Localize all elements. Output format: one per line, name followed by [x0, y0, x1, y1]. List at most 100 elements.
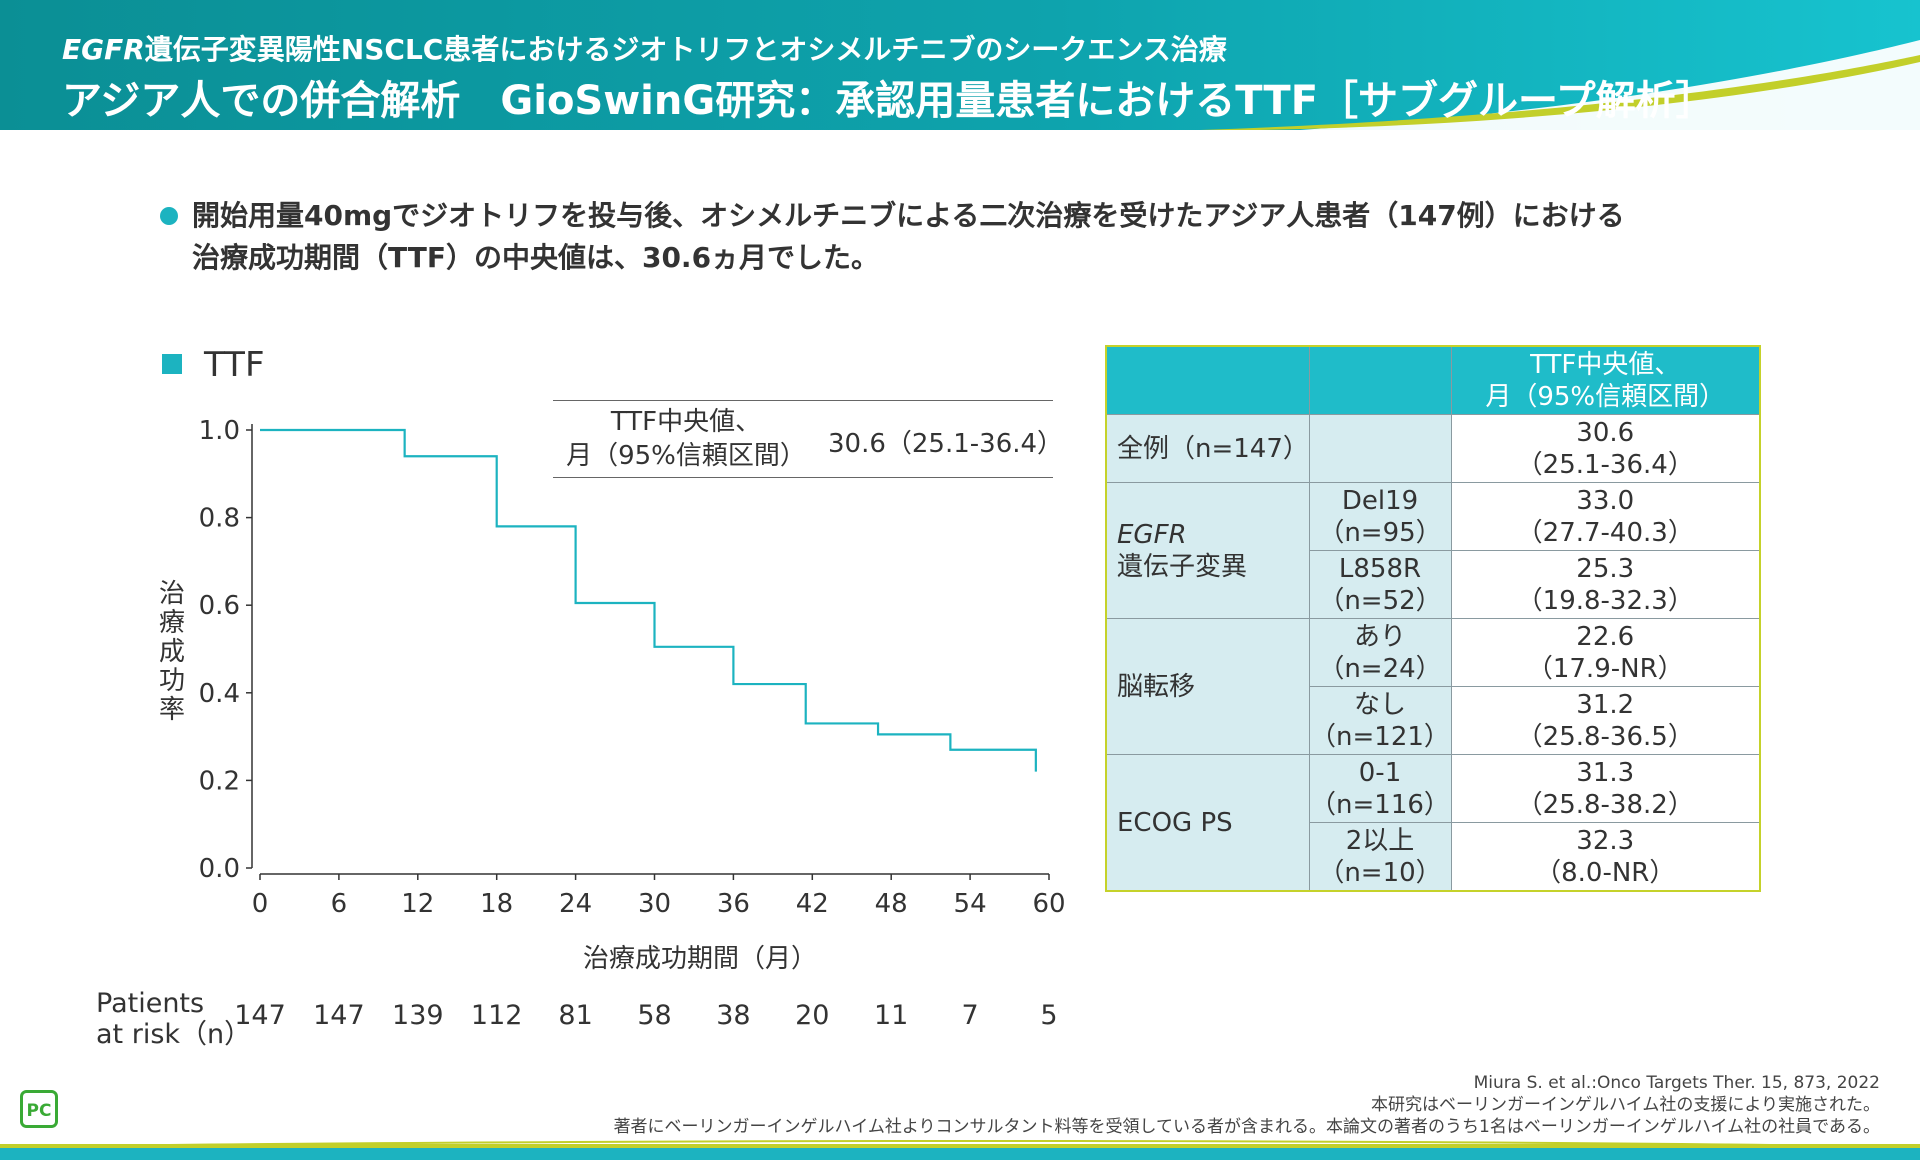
egfr-label-rest: 遺伝子変異 [1117, 551, 1248, 582]
pc-logo-icon: PC [20, 1090, 58, 1128]
x-axis-label: 治療成功期間（月） [582, 944, 817, 974]
sub-label: L858R [1338, 553, 1422, 584]
risk-count: 147 [313, 1000, 365, 1031]
header-background [0, 0, 1920, 130]
bullet-dot-icon [160, 207, 178, 225]
risk-label-line-1: Patients [96, 988, 205, 1019]
table-cell-value: 32.3 （8.0-NR） [1450, 822, 1761, 892]
y-tick-label: 0.4 [199, 679, 240, 709]
ci-value: （8.0-NR） [1535, 857, 1676, 888]
table-row: 2以上 （n=10） 32.3 （8.0-NR） [1106, 822, 1761, 892]
inset-label-line-2: 月（95%信頼区間） [566, 441, 806, 471]
table-cell-value: 25.3 （19.8-32.3） [1450, 550, 1761, 619]
header-banner: EGFR遺伝子変異陽性NSCLC患者におけるジオトリフとオシメルチニブのシークエ… [0, 0, 1920, 130]
references: Miura S. et al.:Onco Targets Ther. 15, 8… [614, 1072, 1880, 1138]
median-value: 32.3 [1576, 825, 1635, 856]
x-tick-label: 12 [401, 889, 434, 919]
x-tick-label: 24 [559, 889, 592, 919]
table-row: なし （n=121） 31.2 （25.8-36.5） [1106, 686, 1761, 755]
ci-value: （25.8-36.5） [1516, 721, 1694, 752]
x-tick-label: 18 [480, 889, 513, 919]
risk-count: 112 [470, 1000, 523, 1031]
table-cell-value: 31.2 （25.8-36.5） [1450, 686, 1761, 755]
sub-n: （n=10） [1318, 857, 1442, 888]
km-survival-curve [260, 428, 1037, 772]
row-label-egfr: EGFR 遺伝子変異 [1105, 482, 1310, 619]
table-header-line-1: TTF中央値、 [1530, 349, 1681, 380]
table-cell-sub: L858R （n=52） [1308, 550, 1452, 619]
legend-label: TTF [204, 345, 265, 385]
sub-n: （n=95） [1318, 517, 1442, 548]
page-title: アジア人での併合解析 GioSwinG研究：承認用量患者におけるTTF［サブグル… [62, 78, 1716, 124]
x-tick-label: 0 [252, 889, 269, 919]
risk-count: 147 [234, 1000, 286, 1031]
inset-label-line-1: TTF中央値、 [610, 407, 762, 437]
table-cell-value: 33.0 （27.7-40.3） [1450, 482, 1761, 551]
sub-n: （n=121） [1310, 721, 1450, 752]
table-cell-sub: あり （n=24） [1308, 618, 1452, 687]
sub-n: （n=52） [1318, 585, 1442, 616]
table-header-cell [1105, 345, 1310, 415]
table-header-line-2: 月（95%信頼区間） [1485, 381, 1726, 412]
median-value: 22.6 [1576, 621, 1635, 652]
ci-value: （17.9-NR） [1526, 653, 1684, 684]
risk-count: 58 [637, 1000, 672, 1031]
row-label-ecog: ECOG PS [1105, 754, 1310, 892]
summary-line-2: 治療成功期間（TTF）の中央値は、30.6ヵ月でした。 [192, 241, 880, 274]
table-cell-sub: 0-1 （n=116） [1308, 754, 1452, 823]
chart-legend: TTF [162, 345, 265, 385]
y-tick-label: 0.0 [199, 854, 240, 884]
sub-label: 0-1 [1358, 757, 1402, 788]
table-cell-value: 31.3 （25.8-38.2） [1450, 754, 1761, 823]
risk-label-line-2: at risk（n） [96, 1019, 252, 1050]
summary-bullet: 開始用量40mgでジオトリフを投与後、オシメルチニブによる二次治療を受けたアジア… [160, 195, 1720, 279]
median-value: 31.3 [1576, 757, 1635, 788]
median-inset-box: TTF中央値、 月（95%信頼区間） 30.6（25.1-36.4） [553, 400, 1064, 478]
egfr-italic-label: EGFR [1117, 519, 1187, 550]
x-tick-label: 36 [717, 889, 750, 919]
sub-label: あり [1353, 621, 1406, 652]
risk-count: 81 [558, 1000, 593, 1031]
header-subtitle-rest: 遺伝子変異陽性NSCLC患者におけるジオトリフとオシメルチニブのシークエンス治療 [144, 33, 1227, 66]
table-cell-sub: なし （n=121） [1308, 686, 1452, 755]
summary-line-1: 開始用量40mgでジオトリフを投与後、オシメルチニブによる二次治療を受けたアジア… [192, 199, 1625, 232]
risk-table-label: Patients at risk（n） [96, 988, 251, 1050]
table-row: EGFR 遺伝子変異 Del19 （n=95） 33.0 （27.7-40.3） [1105, 482, 1761, 619]
row-label-brain: 脳転移 [1105, 618, 1310, 755]
risk-count: 11 [874, 1000, 909, 1031]
table-row: ECOG PS 0-1 （n=116） 31.3 （25.8-38.2） [1105, 754, 1761, 892]
table-header-ttf: TTF中央値、 月（95%信頼区間） [1450, 345, 1761, 415]
x-tick-label: 6 [331, 889, 348, 919]
table-header-cell [1308, 345, 1452, 415]
inset-value: 30.6（25.1-36.4） [828, 429, 1064, 459]
risk-count: 20 [795, 1000, 830, 1031]
risk-count: 7 [961, 1000, 979, 1031]
sub-label: 2以上 [1345, 825, 1415, 856]
ci-value: （19.8-32.3） [1516, 585, 1694, 616]
median-value: 25.3 [1576, 553, 1635, 584]
row-label-all: 全例（n=147） [1105, 414, 1310, 483]
sub-label: なし [1353, 689, 1406, 720]
reference-citation: Miura S. et al.:Onco Targets Ther. 15, 8… [1473, 1073, 1880, 1093]
subgroup-table: TTF中央値、 月（95%信頼区間） 全例（n=147） 30.6 （25.1-36… [1105, 345, 1761, 892]
y-tick-label: 1.0 [199, 416, 240, 446]
risk-count: 5 [1040, 1000, 1058, 1031]
header-egfr-italic: EGFR [62, 33, 145, 66]
ci-value: （27.7-40.3） [1516, 517, 1694, 548]
sub-n: （n=24） [1318, 653, 1442, 684]
x-tick-label: 48 [875, 889, 908, 919]
x-tick-label: 42 [796, 889, 829, 919]
sub-label: Del19 [1341, 485, 1419, 516]
table-cell-value: 30.6 （25.1-36.4） [1450, 414, 1761, 483]
table-cell [1308, 414, 1452, 483]
sub-n: （n=116） [1310, 789, 1450, 820]
risk-count: 38 [716, 1000, 751, 1031]
table-header-row: TTF中央値、 月（95%信頼区間） [1105, 345, 1761, 415]
x-tick-label: 54 [954, 889, 987, 919]
risk-count: 139 [392, 1000, 444, 1031]
x-tick-label: 60 [1032, 889, 1065, 919]
reference-coi: 著者にベーリンガーインゲルハイム社よりコンサルタント料等を受領している者が含まれ… [613, 1117, 1880, 1137]
y-tick-label: 0.2 [199, 766, 240, 796]
table-row: L858R （n=52） 25.3 （19.8-32.3） [1106, 550, 1761, 619]
y-axis-label: 治療成功率 [158, 579, 185, 725]
